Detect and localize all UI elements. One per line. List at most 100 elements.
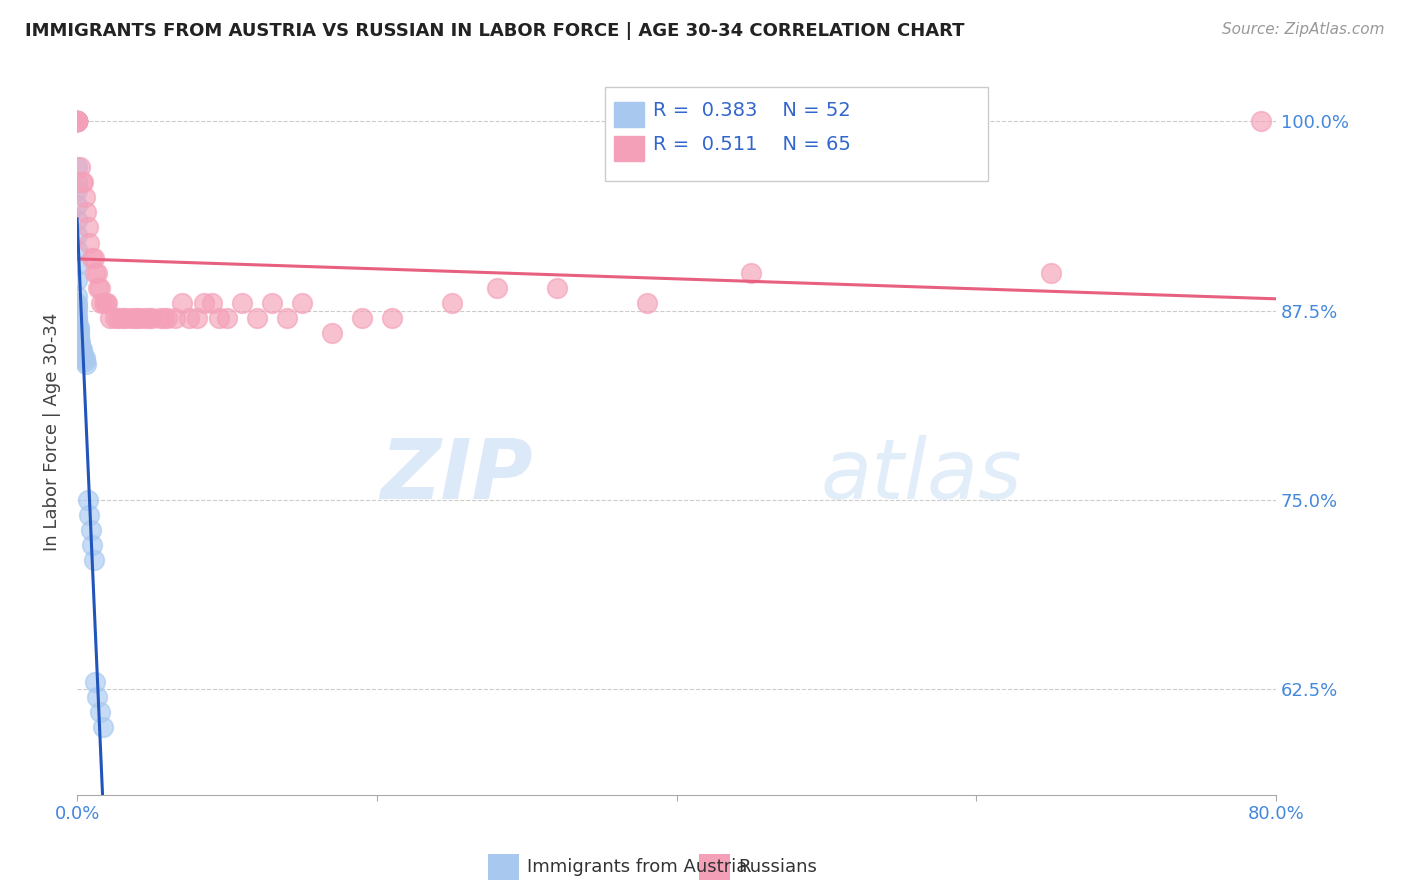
- Point: [66, 114, 89, 128]
- Point: [90, 296, 112, 310]
- Point: [125, 311, 148, 326]
- Point: [381, 311, 404, 326]
- FancyBboxPatch shape: [614, 102, 644, 127]
- Point: [80, 538, 103, 552]
- Point: [201, 296, 224, 310]
- Text: Immigrants from Austria: Immigrants from Austria: [527, 858, 748, 876]
- Point: [66, 243, 89, 257]
- Point: [111, 311, 134, 326]
- Point: [66, 273, 89, 287]
- Point: [66, 114, 89, 128]
- Point: [93, 296, 115, 310]
- Point: [98, 311, 121, 326]
- Text: R =  0.511    N = 65: R = 0.511 N = 65: [654, 136, 851, 154]
- Point: [66, 314, 89, 328]
- Point: [66, 318, 89, 332]
- Point: [67, 323, 90, 337]
- Point: [66, 114, 89, 128]
- Point: [66, 114, 89, 128]
- Point: [66, 114, 89, 128]
- Point: [67, 333, 90, 347]
- Point: [91, 720, 114, 734]
- Point: [66, 114, 89, 128]
- Point: [69, 160, 91, 174]
- Point: [122, 311, 145, 326]
- Point: [66, 114, 89, 128]
- Point: [156, 311, 179, 326]
- Point: [89, 281, 111, 295]
- Point: [321, 326, 343, 341]
- Point: [66, 114, 89, 128]
- Point: [66, 302, 89, 317]
- Point: [83, 251, 105, 265]
- Text: IMMIGRANTS FROM AUSTRIA VS RUSSIAN IN LABOR FORCE | AGE 30-34 CORRELATION CHART: IMMIGRANTS FROM AUSTRIA VS RUSSIAN IN LA…: [25, 22, 965, 40]
- Point: [66, 198, 89, 212]
- Point: [546, 281, 568, 295]
- Point: [66, 258, 89, 272]
- Point: [83, 553, 105, 567]
- Point: [1250, 114, 1272, 128]
- Point: [73, 351, 96, 365]
- Point: [350, 311, 373, 326]
- Point: [89, 705, 111, 719]
- Point: [138, 311, 160, 326]
- Point: [94, 296, 117, 310]
- Point: [485, 281, 508, 295]
- Point: [75, 357, 97, 371]
- Text: atlas: atlas: [820, 435, 1022, 516]
- FancyBboxPatch shape: [614, 136, 644, 161]
- Point: [70, 342, 93, 356]
- Point: [67, 326, 90, 341]
- Point: [66, 175, 89, 189]
- Point: [66, 114, 89, 128]
- Point: [246, 311, 269, 326]
- Point: [66, 114, 89, 128]
- Point: [86, 690, 108, 704]
- Point: [260, 296, 283, 310]
- Point: [231, 296, 253, 310]
- Point: [69, 335, 91, 350]
- Point: [66, 114, 89, 128]
- Text: Source: ZipAtlas.com: Source: ZipAtlas.com: [1222, 22, 1385, 37]
- Point: [86, 266, 108, 280]
- Point: [76, 220, 98, 235]
- Point: [103, 311, 125, 326]
- Point: [66, 183, 89, 197]
- Point: [73, 190, 96, 204]
- Point: [66, 114, 89, 128]
- Point: [740, 266, 762, 280]
- Point: [186, 311, 208, 326]
- Point: [87, 281, 110, 295]
- Point: [163, 311, 186, 326]
- Point: [96, 296, 118, 310]
- Point: [73, 353, 96, 368]
- Point: [208, 311, 231, 326]
- Point: [129, 311, 152, 326]
- Point: [66, 114, 89, 128]
- Point: [67, 329, 90, 343]
- Point: [67, 320, 90, 334]
- Point: [66, 114, 89, 128]
- Point: [134, 311, 156, 326]
- Point: [118, 311, 141, 326]
- Point: [66, 114, 89, 128]
- Point: [66, 114, 89, 128]
- Point: [107, 311, 129, 326]
- Point: [66, 308, 89, 322]
- Point: [66, 114, 89, 128]
- FancyBboxPatch shape: [605, 87, 988, 181]
- Point: [66, 227, 89, 242]
- Point: [153, 311, 176, 326]
- Point: [141, 311, 163, 326]
- Point: [170, 296, 193, 310]
- Point: [72, 175, 94, 189]
- Point: [440, 296, 463, 310]
- Point: [66, 213, 89, 227]
- Point: [1040, 266, 1063, 280]
- Point: [193, 296, 215, 310]
- Point: [77, 508, 100, 522]
- Point: [114, 311, 136, 326]
- Text: Russians: Russians: [738, 858, 817, 876]
- Point: [215, 311, 238, 326]
- Point: [148, 311, 170, 326]
